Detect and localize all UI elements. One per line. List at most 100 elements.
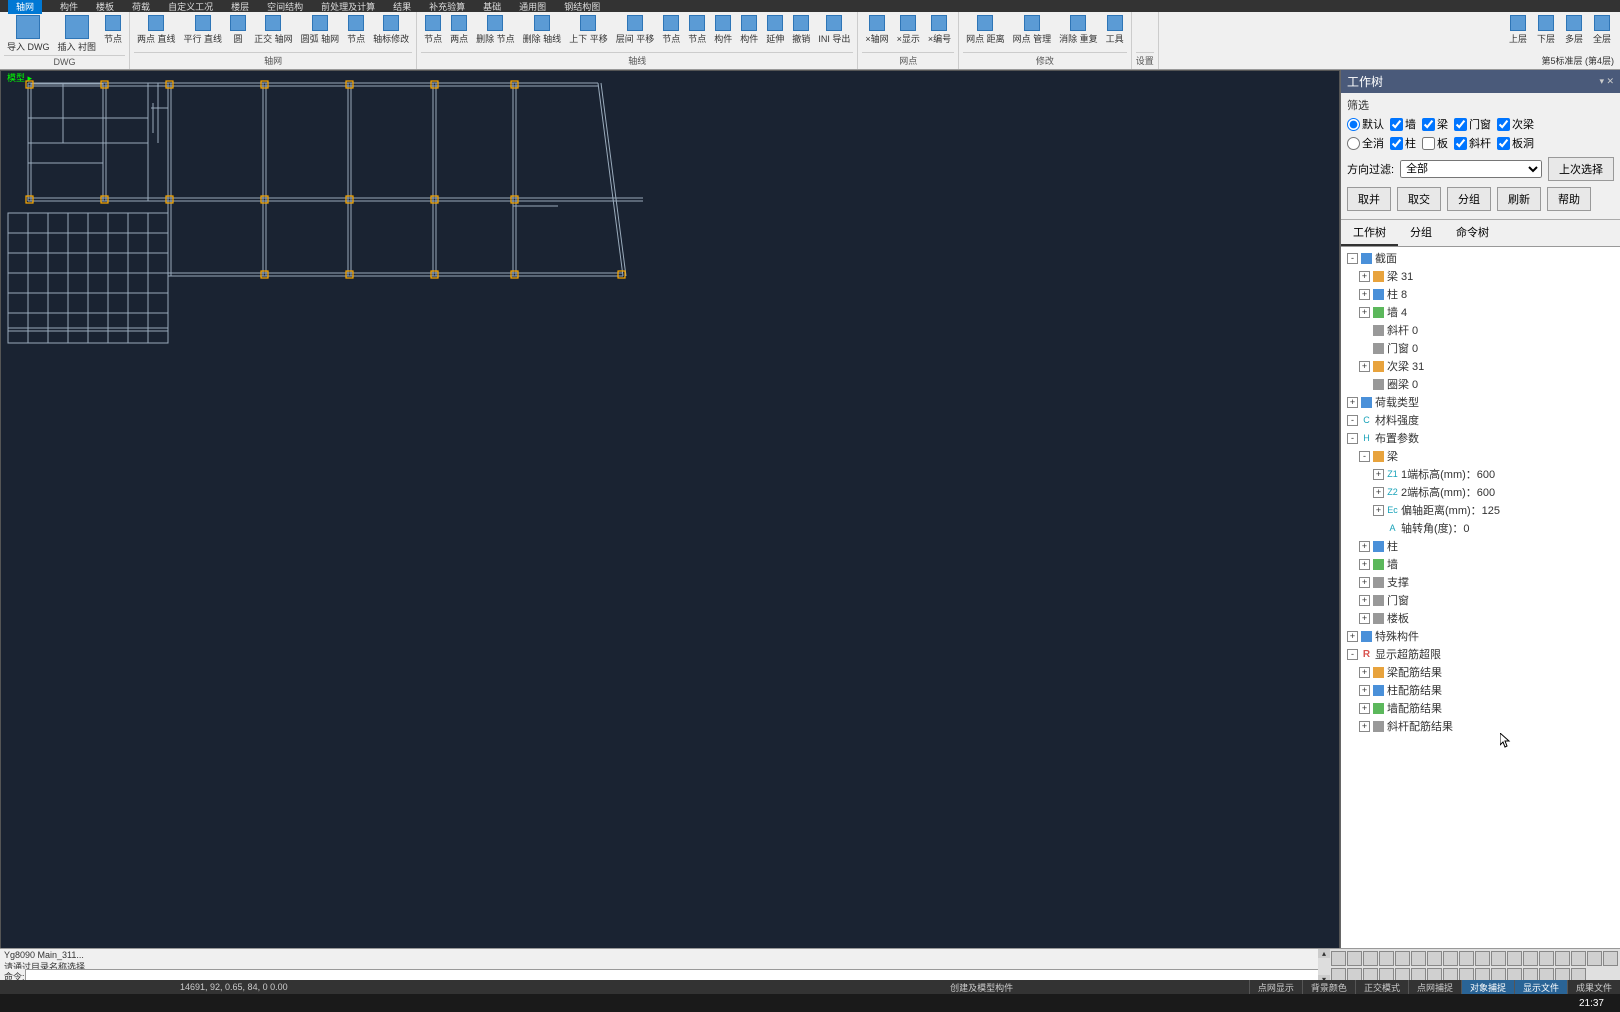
layer-nav-button[interactable]: 全层: [1590, 14, 1614, 46]
drawing-canvas[interactable]: [3, 83, 1337, 961]
view-tool-button[interactable]: [1459, 951, 1474, 966]
menu-item[interactable]: 构件: [60, 0, 78, 13]
tree-node[interactable]: 圈梁 0: [1343, 375, 1618, 393]
ribbon-button[interactable]: 工具: [1103, 14, 1127, 46]
statusbar-toggle[interactable]: 点网显示: [1249, 980, 1302, 995]
last-select-button[interactable]: 上次选择: [1548, 157, 1614, 181]
tree-toggle-icon[interactable]: +: [1359, 577, 1370, 588]
view-tool-button[interactable]: [1427, 951, 1442, 966]
statusbar-toggle[interactable]: 点网捕捉: [1408, 980, 1461, 995]
tree-node[interactable]: +梁 31: [1343, 267, 1618, 285]
ribbon-button[interactable]: 正交 轴网: [251, 14, 296, 46]
ribbon-button[interactable]: 两点: [447, 14, 471, 46]
layer-nav-button[interactable]: 上层: [1506, 14, 1530, 46]
tree-node[interactable]: +墙 4: [1343, 303, 1618, 321]
filter-action-button[interactable]: 取交: [1397, 187, 1441, 211]
tree-node[interactable]: +柱: [1343, 537, 1618, 555]
view-tool-button[interactable]: [1347, 951, 1362, 966]
check-door[interactable]: 门窗: [1454, 116, 1491, 132]
tree-node[interactable]: +梁配筋结果: [1343, 663, 1618, 681]
ribbon-button[interactable]: 删除 轴线: [520, 14, 565, 46]
tree-node[interactable]: A轴转角(度)：0: [1343, 519, 1618, 537]
tree-toggle-icon[interactable]: +: [1359, 271, 1370, 282]
filter-action-button[interactable]: 帮助: [1547, 187, 1591, 211]
tree-toggle-icon[interactable]: +: [1359, 559, 1370, 570]
radio-default[interactable]: 默认: [1347, 116, 1384, 132]
tree-node[interactable]: +Ec偏轴距离(mm)：125: [1343, 501, 1618, 519]
ribbon-button[interactable]: 节点: [101, 14, 125, 46]
tree-toggle-icon[interactable]: +: [1373, 469, 1384, 480]
menu-item[interactable]: 基础: [483, 0, 501, 13]
work-tree[interactable]: -截面+梁 31+柱 8+墙 4斜杆 0门窗 0+次梁 31圈梁 0+荷载类型-…: [1341, 247, 1620, 964]
ribbon-button[interactable]: INI 导出: [815, 14, 853, 46]
tree-toggle-icon[interactable]: -: [1347, 649, 1358, 660]
ribbon-button[interactable]: 延伸: [763, 14, 787, 46]
tree-toggle-icon[interactable]: +: [1359, 289, 1370, 300]
view-tool-button[interactable]: [1507, 951, 1522, 966]
ribbon-button[interactable]: 插入 衬图: [55, 14, 100, 54]
menu-item[interactable]: 结果: [393, 0, 411, 13]
statusbar-toggle[interactable]: 对象捕捉: [1461, 980, 1514, 995]
view-tool-button[interactable]: [1603, 951, 1618, 966]
view-tool-button[interactable]: [1331, 951, 1346, 966]
tree-toggle-icon[interactable]: +: [1373, 487, 1384, 498]
ribbon-button[interactable]: 网点 距离: [963, 14, 1008, 46]
tree-toggle-icon[interactable]: +: [1359, 541, 1370, 552]
menu-item[interactable]: 楼板: [96, 0, 114, 13]
tree-toggle-icon[interactable]: -: [1347, 433, 1358, 444]
tree-node[interactable]: +柱配筋结果: [1343, 681, 1618, 699]
tree-node[interactable]: +门窗: [1343, 591, 1618, 609]
layer-nav-button[interactable]: 多层: [1562, 14, 1586, 46]
tree-toggle-icon[interactable]: +: [1359, 361, 1370, 372]
view-tool-button[interactable]: [1539, 951, 1554, 966]
ribbon-button[interactable]: 圆: [227, 14, 249, 46]
tree-node[interactable]: -H布置参数: [1343, 429, 1618, 447]
ribbon-button[interactable]: 删除 节点: [473, 14, 518, 46]
tree-node[interactable]: -R显示超筋超限: [1343, 645, 1618, 663]
layer-nav-button[interactable]: 下层: [1534, 14, 1558, 46]
tree-node[interactable]: +荷载类型: [1343, 393, 1618, 411]
radio-clear[interactable]: 全消: [1347, 135, 1384, 151]
direction-select[interactable]: 全部: [1400, 160, 1542, 178]
ribbon-button[interactable]: 节点: [685, 14, 709, 46]
panel-tab[interactable]: 命令树: [1444, 220, 1501, 246]
menu-item[interactable]: 通用图: [519, 0, 546, 13]
panel-pin-close[interactable]: ▾ ✕: [1599, 76, 1614, 87]
ribbon-button[interactable]: 撤销: [789, 14, 813, 46]
tree-toggle-icon[interactable]: +: [1359, 703, 1370, 714]
view-tool-button[interactable]: [1587, 951, 1602, 966]
view-tool-button[interactable]: [1555, 951, 1570, 966]
ribbon-button[interactable]: 平行 直线: [181, 14, 226, 46]
ribbon-button[interactable]: 节点: [421, 14, 445, 46]
tree-toggle-icon[interactable]: +: [1347, 631, 1358, 642]
check-sub-beam[interactable]: 次梁: [1497, 116, 1534, 132]
menu-item[interactable]: 钢结构图: [564, 0, 600, 13]
tree-toggle-icon[interactable]: -: [1359, 451, 1370, 462]
check-slab-hole[interactable]: 板洞: [1497, 135, 1534, 151]
menu-item[interactable]: 前处理及计算: [321, 0, 375, 13]
filter-action-button[interactable]: 刷新: [1497, 187, 1541, 211]
tree-node[interactable]: -C材料强度: [1343, 411, 1618, 429]
tree-node[interactable]: +Z22端标高(mm)：600: [1343, 483, 1618, 501]
check-wall[interactable]: 墙: [1390, 116, 1416, 132]
menu-item[interactable]: 补充验算: [429, 0, 465, 13]
menu-item[interactable]: 空间结构: [267, 0, 303, 13]
view-tool-button[interactable]: [1395, 951, 1410, 966]
tree-toggle-icon[interactable]: +: [1359, 307, 1370, 318]
tree-node[interactable]: +楼板: [1343, 609, 1618, 627]
tree-toggle-icon[interactable]: +: [1347, 397, 1358, 408]
statusbar-toggle[interactable]: 成果文件: [1567, 980, 1620, 995]
ribbon-button[interactable]: 两点 直线: [134, 14, 179, 46]
filter-action-button[interactable]: 分组: [1447, 187, 1491, 211]
ribbon-button[interactable]: 上下 平移: [566, 14, 611, 46]
panel-tab[interactable]: 工作树: [1341, 220, 1398, 246]
tree-node[interactable]: -截面: [1343, 249, 1618, 267]
ribbon-button[interactable]: ×轴网: [862, 14, 891, 46]
view-tool-button[interactable]: [1411, 951, 1426, 966]
tree-toggle-icon[interactable]: +: [1359, 595, 1370, 606]
view-tool-button[interactable]: [1443, 951, 1458, 966]
tree-toggle-icon[interactable]: +: [1359, 685, 1370, 696]
statusbar-toggle[interactable]: 显示文件: [1514, 980, 1567, 995]
tree-node[interactable]: +Z11端标高(mm)：600: [1343, 465, 1618, 483]
ribbon-button[interactable]: 构件: [737, 14, 761, 46]
